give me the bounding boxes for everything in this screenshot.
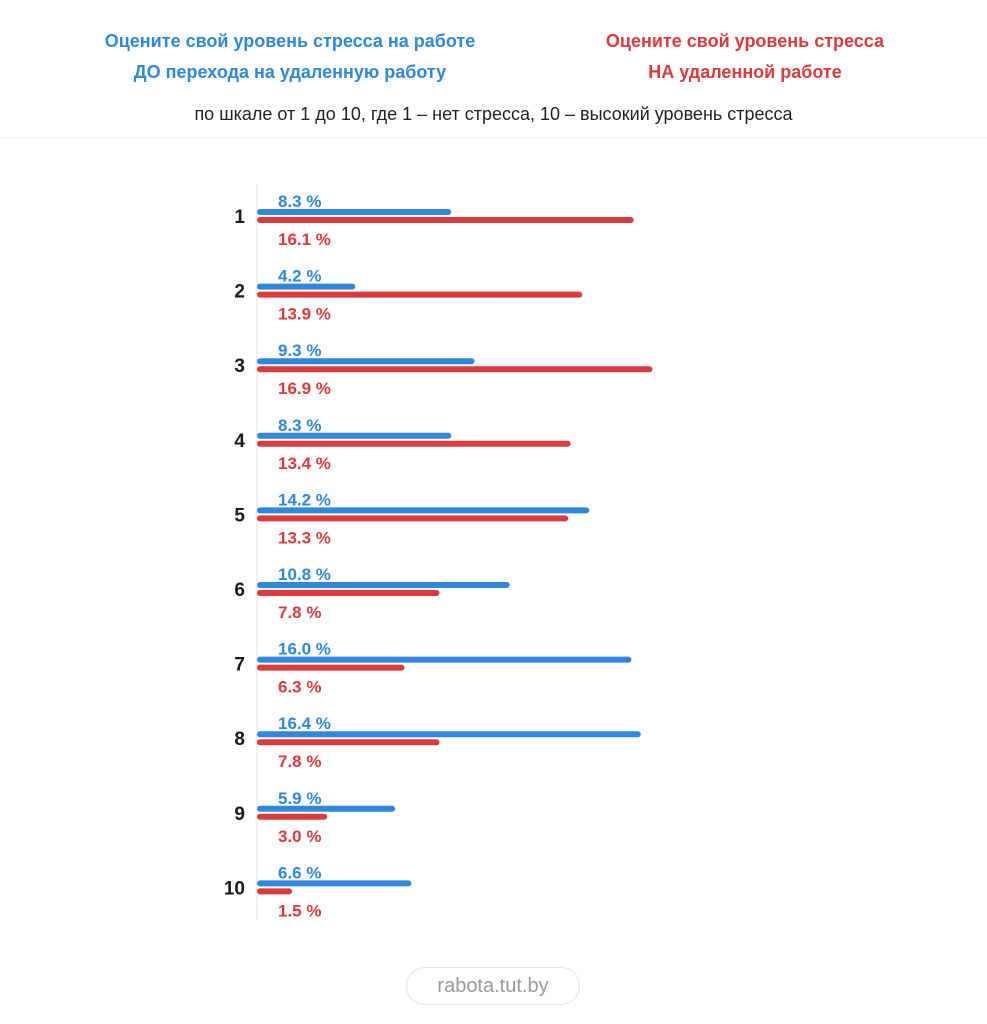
bar-before-1	[257, 209, 452, 215]
legend-before-line-1: Оцените свой уровень стресса на работе	[104, 31, 476, 51]
bar-after-8	[257, 739, 440, 746]
data-label-before-7: 16.0 %	[278, 640, 331, 659]
category-label-3: 3	[234, 356, 245, 377]
bar-chart: 1 8.3 % 16.1 % 2 4.2 % 13.9 % 3 9.3 % 16.9 % 4 8.3…	[224, 185, 653, 920]
legend-before-line-2: ДО перехода на удаленную работу	[133, 62, 447, 82]
bar-after-5	[257, 515, 569, 522]
bar-before-3	[257, 358, 475, 365]
data-label-after-3: 16.9 %	[278, 379, 331, 398]
bar-after-3	[257, 366, 653, 373]
bar-after-1	[257, 217, 634, 223]
bar-before-9	[257, 805, 396, 812]
category-label-2: 2	[234, 282, 245, 303]
data-label-after-10: 1.5 %	[278, 901, 321, 920]
category-label-10: 10	[224, 878, 245, 899]
data-label-before-10: 6.6 %	[278, 863, 321, 882]
data-label-after-7: 6.3 %	[278, 678, 321, 697]
chart-subtitle: по шкале от 1 до 10, где 1 – нет стресса…	[194, 104, 793, 124]
bar-before-8	[257, 731, 641, 738]
data-label-before-2: 4.2 %	[278, 267, 321, 286]
data-label-after-4: 13.4 %	[278, 454, 331, 473]
data-label-after-9: 3.0 %	[278, 827, 321, 846]
category-label-8: 8	[234, 729, 245, 750]
data-label-after-6: 7.8 %	[278, 603, 321, 622]
data-label-after-2: 13.9 %	[278, 305, 331, 324]
bar-after-4	[257, 440, 571, 447]
bar-before-7	[257, 656, 632, 663]
bar-after-2	[257, 291, 583, 298]
bar-after-10	[257, 888, 293, 895]
legend-after-line-1: Оцените свой уровень стресса	[605, 31, 885, 51]
bar-before-5	[257, 507, 590, 514]
bar-after-9	[257, 813, 328, 820]
data-label-after-5: 13.3 %	[278, 528, 331, 547]
data-label-after-1: 16.1 %	[278, 230, 331, 249]
bar-before-6	[257, 582, 510, 588]
bar-before-10	[257, 880, 412, 887]
data-label-before-9: 5.9 %	[278, 789, 321, 808]
bar-before-2	[257, 283, 356, 290]
data-label-before-3: 9.3 %	[278, 341, 321, 360]
watermark-badge: rabota.tut.by	[406, 967, 580, 1005]
data-label-before-4: 8.3 %	[278, 416, 321, 435]
data-label-before-6: 10.8 %	[278, 565, 331, 584]
bar-after-6	[257, 590, 440, 596]
category-label-6: 6	[234, 580, 245, 601]
data-label-after-8: 7.8 %	[278, 752, 321, 771]
bar-after-7	[257, 664, 405, 671]
legend-after-line-2: НА удаленной работе	[648, 62, 842, 82]
category-label-5: 5	[234, 505, 245, 526]
bar-before-4	[257, 432, 452, 439]
category-label-1: 1	[234, 207, 245, 228]
data-label-before-1: 8.3 %	[278, 192, 321, 211]
data-label-before-8: 16.4 %	[278, 714, 331, 733]
divider	[0, 137, 987, 138]
category-label-9: 9	[234, 804, 245, 825]
category-label-7: 7	[234, 655, 245, 676]
data-label-before-5: 14.2 %	[278, 490, 331, 509]
category-label-4: 4	[234, 431, 245, 452]
